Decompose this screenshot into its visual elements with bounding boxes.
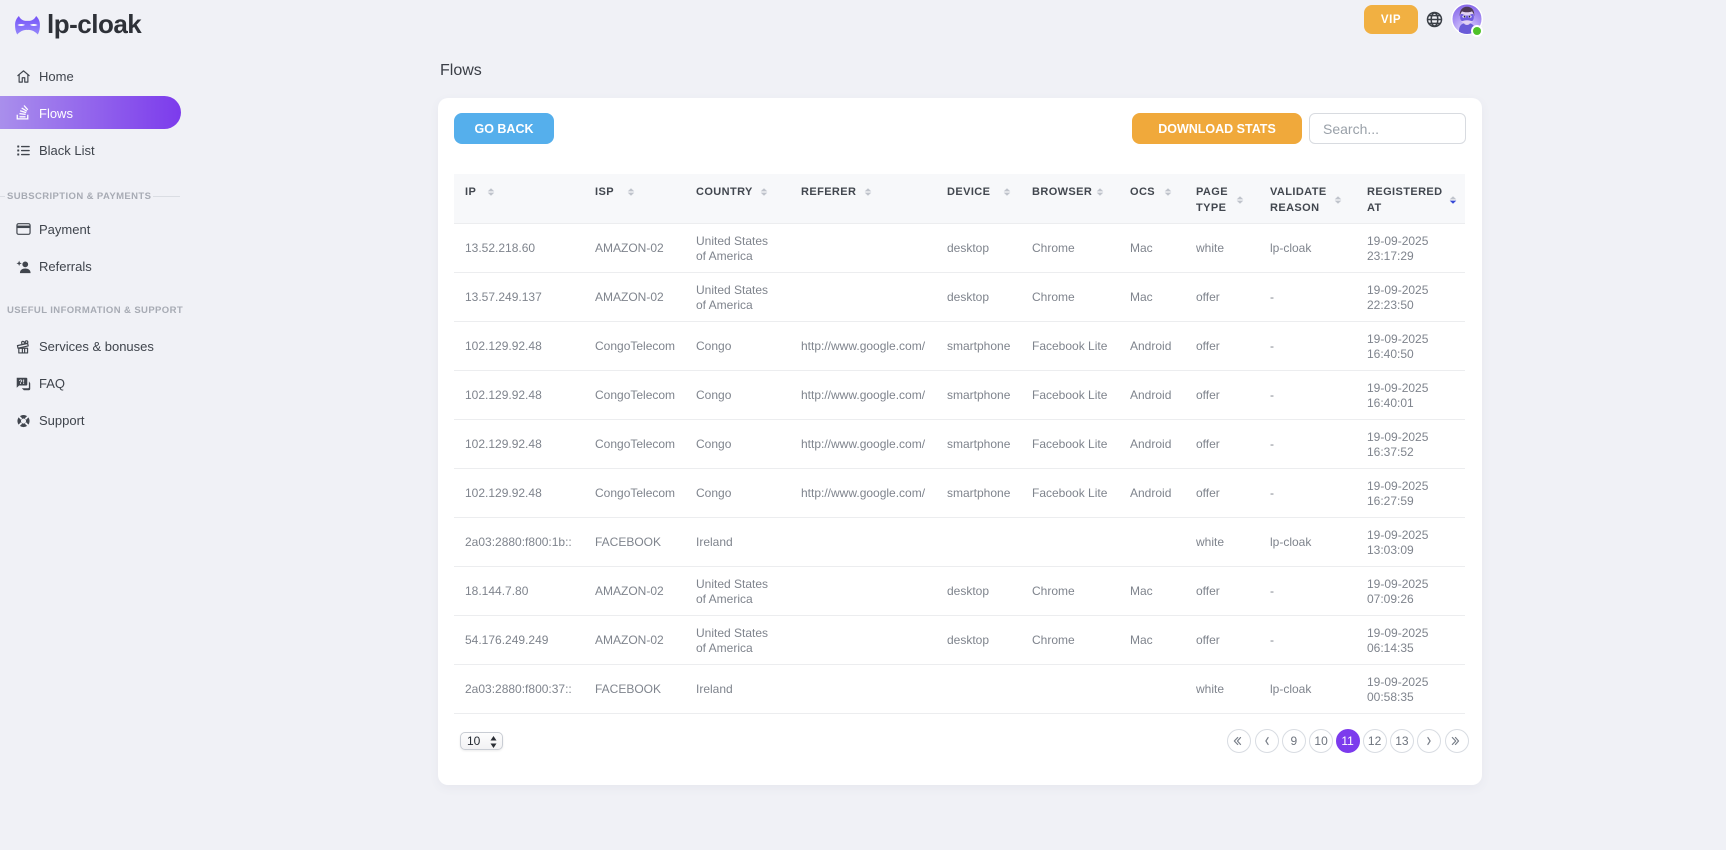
svg-text:?!: ?! <box>19 379 25 386</box>
